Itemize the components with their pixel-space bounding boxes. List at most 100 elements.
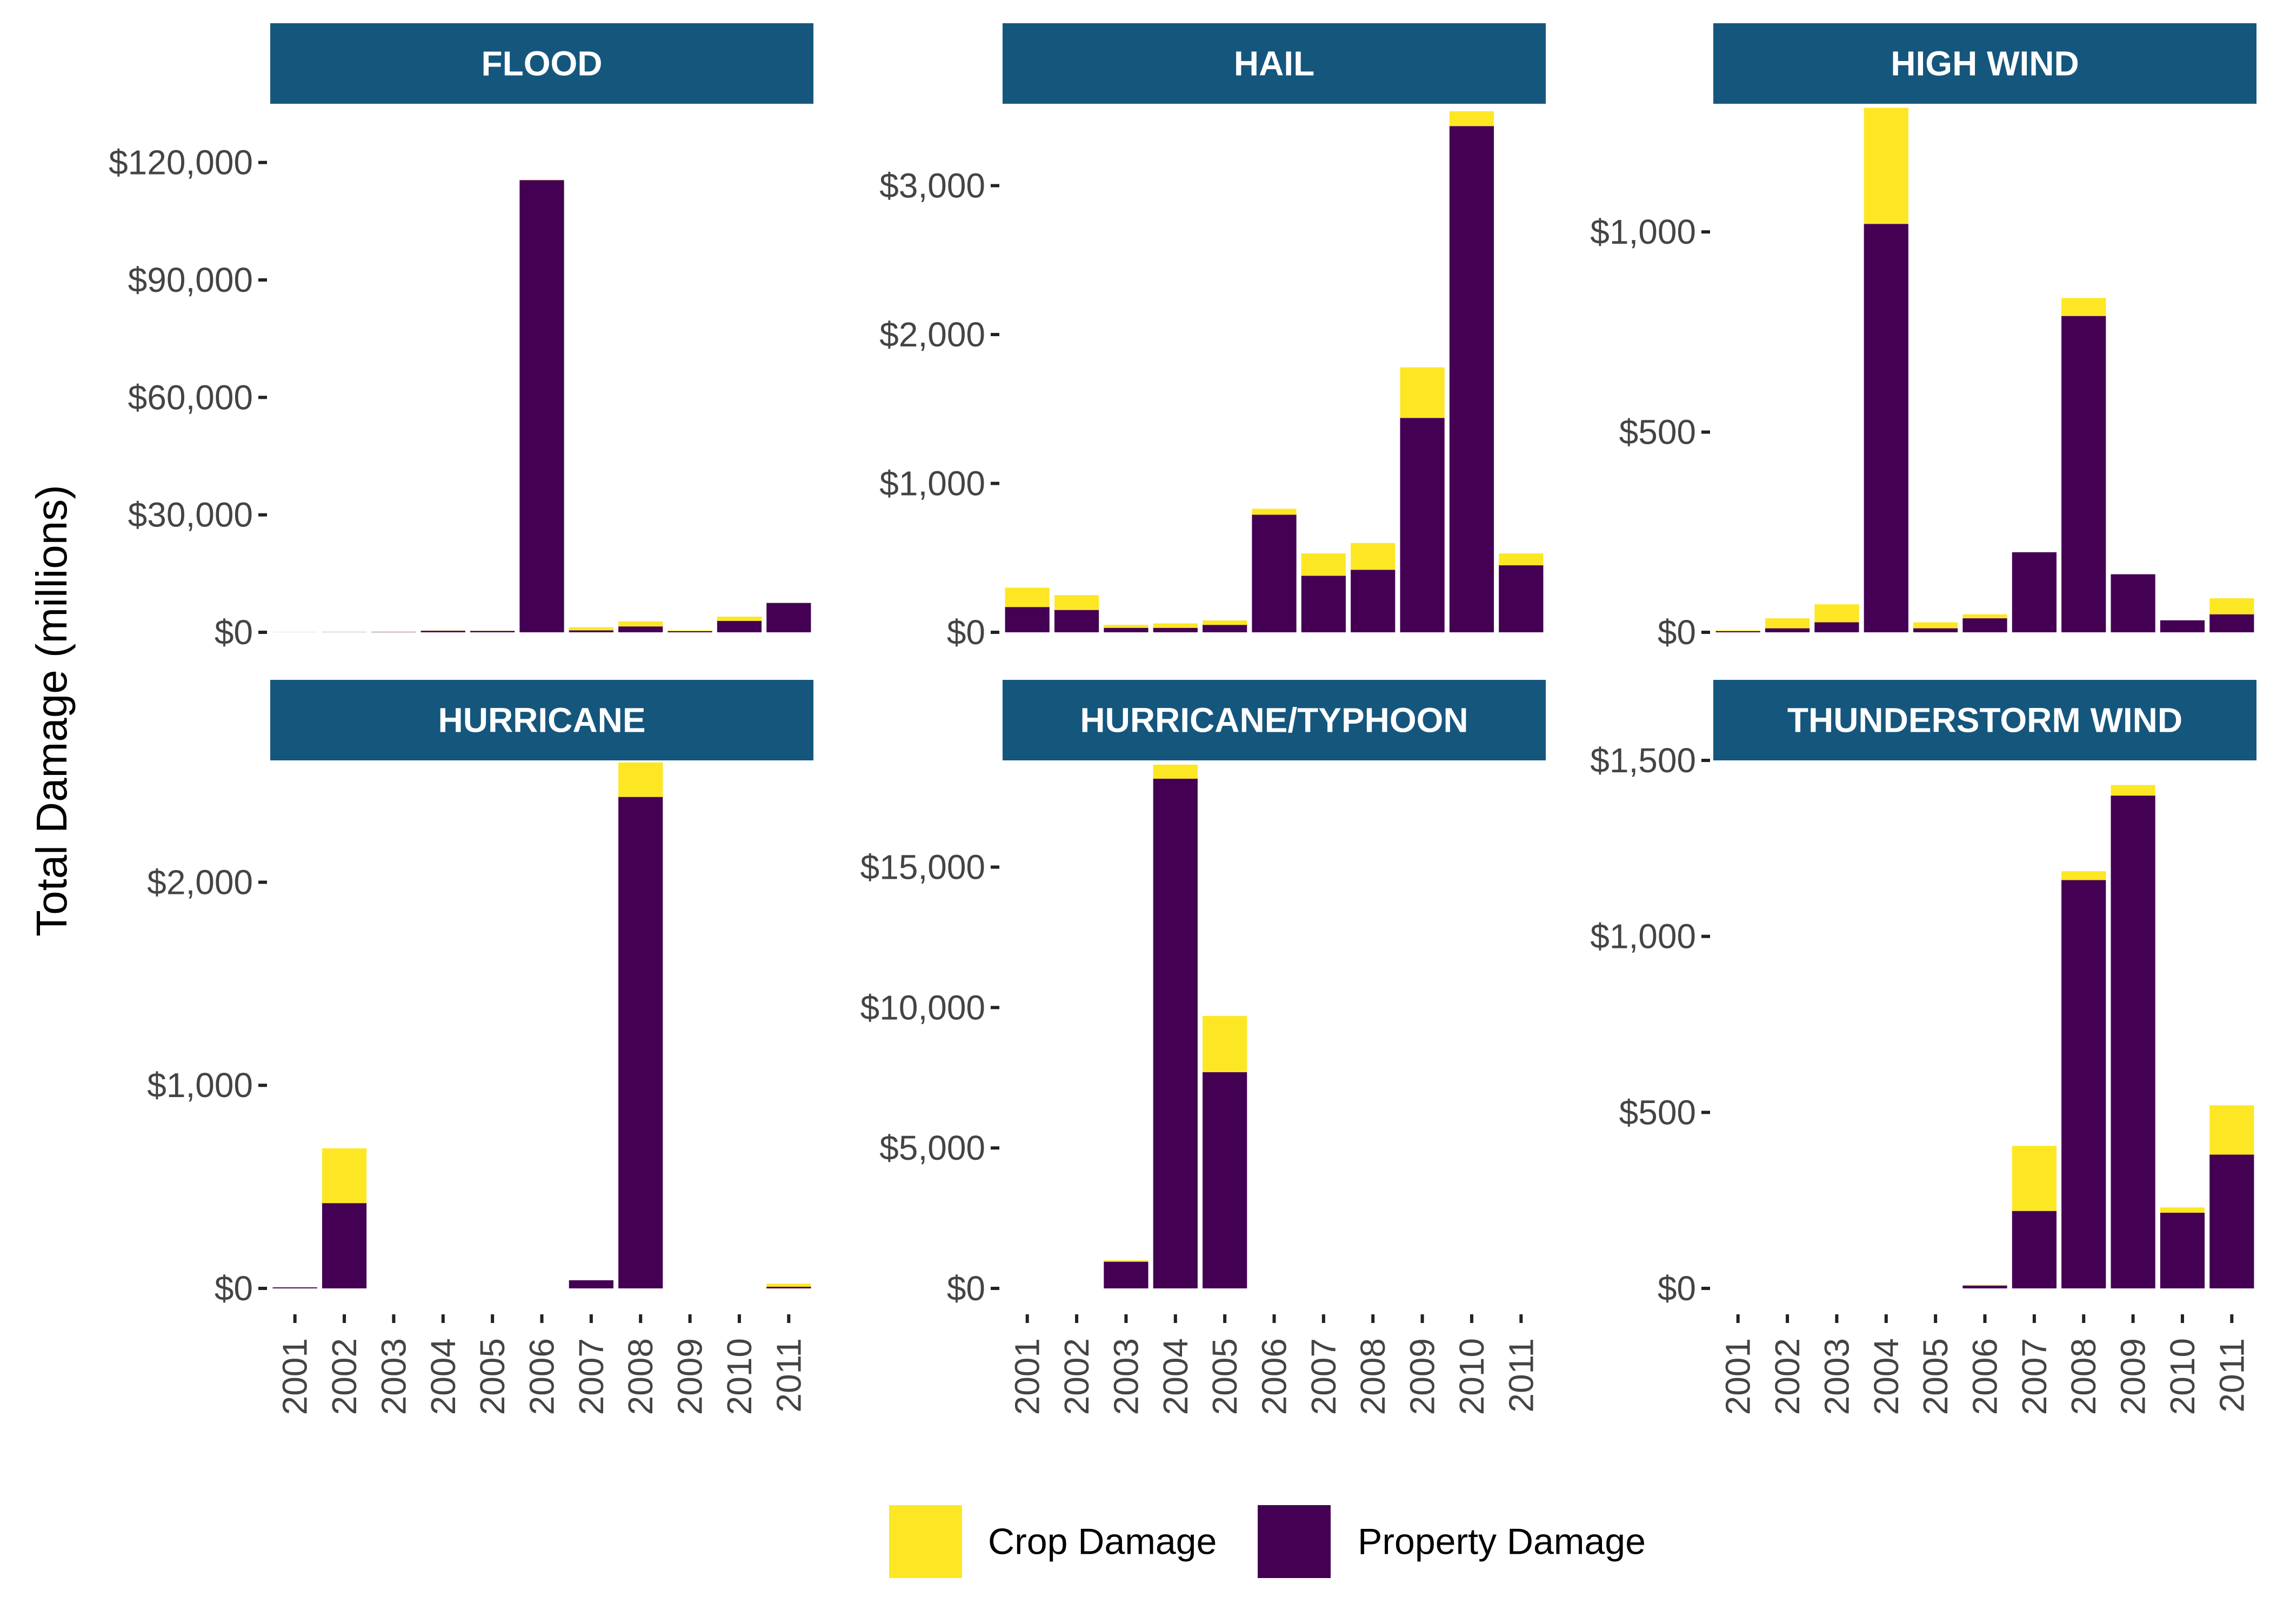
x-tick-label: 2001: [276, 1338, 315, 1415]
bar-property-2006: [519, 180, 564, 632]
bar-property-2008: [2061, 880, 2106, 1288]
bar-property-2011: [766, 603, 811, 632]
y-tick-label: $1,500: [1590, 741, 1696, 780]
bar-crop-2008: [2061, 298, 2106, 316]
x-tick-label: 2004: [1156, 1338, 1195, 1415]
bar-crop-2008: [1351, 543, 1395, 570]
bar-property-2011: [766, 1287, 811, 1288]
bar-property-2007: [569, 630, 613, 632]
x-tick-label: 2003: [1106, 1338, 1145, 1415]
x-tick-label: 2005: [473, 1338, 512, 1415]
bar-property-2002: [1765, 629, 1810, 632]
x-tick-label: 2011: [1501, 1338, 1540, 1413]
x-tick-label: 2005: [1205, 1338, 1244, 1415]
bar-crop-2002: [322, 1148, 366, 1203]
x-tick-label: 2002: [1768, 1338, 1807, 1415]
legend-key-crop-damage: [889, 1505, 962, 1578]
y-tick-label: $0: [947, 613, 985, 652]
y-tick-label: $2,000: [879, 315, 985, 354]
bar-crop-2005: [1203, 620, 1247, 625]
bar-crop-2010: [2160, 1207, 2205, 1213]
bar-property-2007: [569, 1280, 613, 1288]
x-tick-label: 2007: [572, 1338, 611, 1415]
y-tick-label: $90,000: [128, 260, 253, 299]
x-tick-label: 2006: [1966, 1338, 2005, 1415]
bar-crop-2001: [1005, 587, 1050, 607]
bar-property-2006: [1962, 1286, 2007, 1288]
x-tick-label: 2009: [2114, 1338, 2153, 1415]
y-tick-label: $0: [947, 1269, 985, 1308]
bar-property-2009: [2111, 574, 2155, 632]
y-tick-label: $0: [215, 1269, 253, 1308]
bar-crop-2003: [1104, 1260, 1148, 1262]
bar-property-2011: [2209, 1154, 2254, 1288]
x-tick-label: 2005: [1916, 1338, 1955, 1415]
x-tick-label: 2002: [1057, 1338, 1096, 1415]
x-tick-label: 2011: [2212, 1338, 2251, 1413]
y-axis-label: Total Damage (millions): [28, 485, 76, 937]
bar-property-2004: [1153, 628, 1198, 632]
x-tick-label: 2010: [1452, 1338, 1491, 1415]
bar-property-2005: [470, 631, 515, 632]
bar-property-2004: [1153, 779, 1198, 1288]
bar-crop-2011: [766, 1284, 811, 1287]
bar-crop-2011: [2209, 598, 2254, 614]
bar-property-2010: [2160, 1213, 2205, 1288]
x-tick-label: 2008: [1353, 1338, 1392, 1415]
bar-property-2006: [1962, 618, 2007, 632]
y-tick-label: $10,000: [860, 988, 985, 1027]
bar-property-2011: [2209, 614, 2254, 632]
bar-crop-2002: [1054, 595, 1099, 610]
bar-crop-2008: [618, 763, 663, 797]
x-tick-label: 2003: [1817, 1338, 1856, 1415]
x-tick-label: 2006: [1255, 1338, 1294, 1415]
bar-property-2003: [1104, 628, 1148, 632]
panel-title-high-wind: HIGH WIND: [1891, 44, 2079, 83]
bar-property-2006: [1252, 514, 1296, 632]
y-tick-label: $1,000: [147, 1066, 253, 1105]
y-tick-label: $0: [1658, 1269, 1696, 1308]
bar-crop-2007: [1301, 553, 1346, 576]
x-tick-label: 2001: [1719, 1338, 1758, 1415]
bar-crop-2009: [667, 630, 712, 631]
bar-crop-2003: [1104, 625, 1148, 628]
x-tick-label: 2010: [720, 1338, 759, 1415]
bar-property-2004: [421, 631, 465, 632]
bar-property-2009: [1400, 418, 1444, 632]
bar-property-2007: [2012, 1211, 2057, 1288]
bar-crop-2006: [519, 180, 564, 181]
bar-property-2007: [2012, 552, 2057, 632]
bar-property-2010: [2160, 620, 2205, 632]
bar-property-2005: [1203, 1072, 1247, 1288]
bar-property-2002: [1054, 610, 1099, 632]
bar-crop-2003: [1814, 604, 1859, 622]
x-tick-label: 2001: [1008, 1338, 1047, 1415]
y-tick-label: $60,000: [128, 378, 253, 417]
bar-crop-2006: [1962, 614, 2007, 618]
bar-crop-2010: [1450, 111, 1494, 126]
x-tick-label: 2007: [2015, 1338, 2054, 1415]
bar-crop-2005: [1913, 622, 1958, 628]
y-tick-label: $1,000: [879, 464, 985, 503]
bar-crop-2004: [1864, 108, 1908, 224]
x-tick-label: 2008: [2064, 1338, 2103, 1415]
panel-title-hurricane-typhoon: HURRICANE/TYPHOON: [1080, 701, 1468, 740]
legend-key-property-damage: [1258, 1505, 1331, 1578]
x-tick-label: 2004: [1867, 1338, 1906, 1415]
bar-property-2010: [1450, 126, 1494, 632]
x-tick-label: 2007: [1304, 1338, 1343, 1415]
y-tick-label: $120,000: [109, 143, 253, 182]
bar-property-2003: [1104, 1262, 1148, 1288]
x-tick-label: 2002: [325, 1338, 364, 1415]
bar-property-2008: [618, 626, 663, 632]
bar-crop-2007: [2012, 1146, 2057, 1211]
x-tick-label: 2006: [523, 1338, 562, 1415]
x-tick-label: 2011: [769, 1338, 808, 1413]
bar-property-2008: [618, 797, 663, 1288]
y-tick-label: $2,000: [147, 863, 253, 901]
y-tick-label: $3,000: [879, 166, 985, 205]
bar-crop-2005: [1203, 1016, 1247, 1072]
legend-label-property-damage: Property Damage: [1358, 1521, 1646, 1562]
